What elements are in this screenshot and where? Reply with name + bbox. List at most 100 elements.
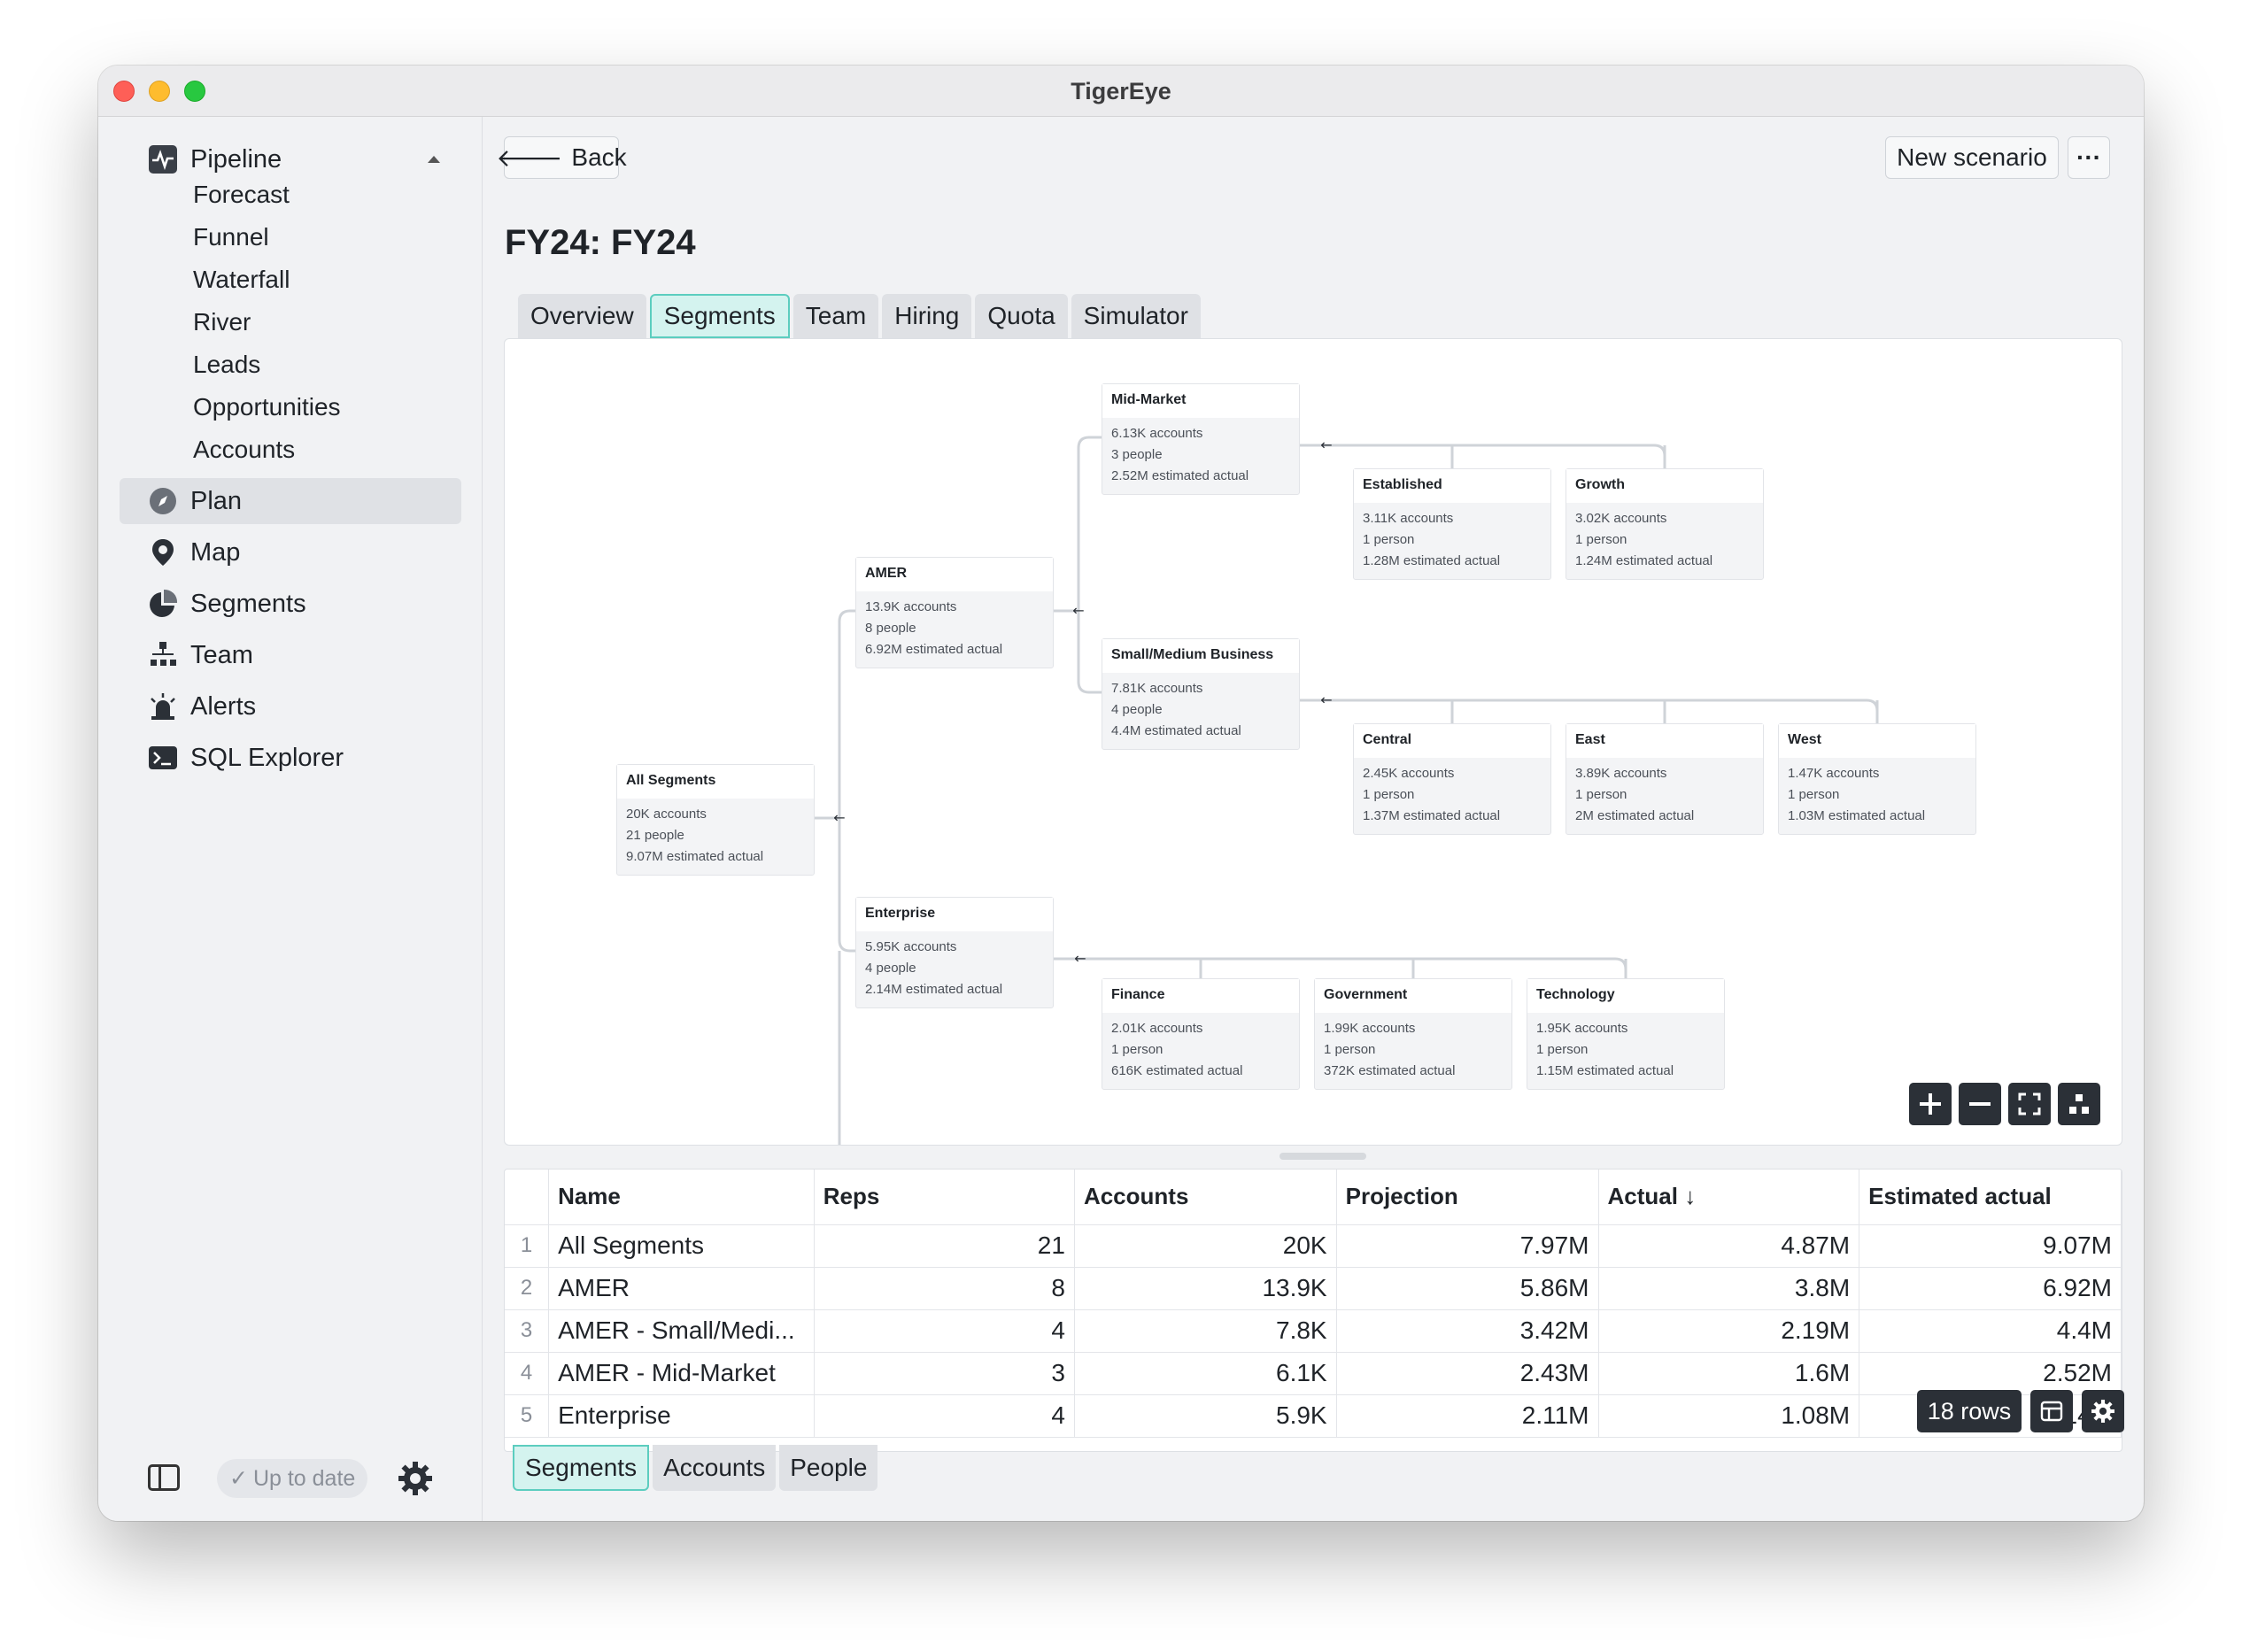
sidebar-subitem-river[interactable]: River — [193, 308, 251, 336]
tree-node-estimate: 2.52M estimated actual — [1111, 468, 1249, 483]
column-header-actual[interactable]: Actual ↓ — [1598, 1170, 1860, 1225]
tree-node-title: West — [1779, 724, 1975, 758]
toggle-sidebar-icon[interactable] — [148, 1464, 180, 1491]
column-header-projection[interactable]: Projection — [1336, 1170, 1599, 1225]
cell-accounts: 6.1K — [1074, 1352, 1337, 1395]
new-scenario-button[interactable]: New scenario — [1885, 136, 2059, 179]
table-row[interactable]: 4 AMER - Mid-Market 3 6.1K 2.43M 1.6M 2.52M — [505, 1352, 2122, 1395]
column-header-accounts[interactable]: Accounts — [1074, 1170, 1337, 1225]
collapse-toggle-amer-icon[interactable]: ← — [1072, 602, 1084, 619]
sidebar-item-label: Team — [190, 640, 253, 669]
tree-node-accounts: 2.01K accounts — [1111, 1021, 1203, 1036]
tree-node-midmarket[interactable]: Mid-Market 6.13K accounts 3 people 2.52M es… — [1102, 383, 1300, 495]
column-header-estimated-actual[interactable]: Estimated actual — [1859, 1170, 2122, 1225]
cell-actual: 2.19M — [1598, 1309, 1860, 1353]
tree-node-people: 4 people — [1111, 702, 1163, 717]
auto-layout-button[interactable] — [2058, 1083, 2100, 1125]
collapse-toggle-enterprise-icon[interactable]: ← — [1074, 950, 1086, 967]
table-row[interactable]: 2 AMER 8 13.9K 5.86M 3.8M 6.92M — [505, 1267, 2122, 1310]
table-row[interactable]: 3 AMER - Small/Medi... 4 7.8K 3.42M 2.19M 4.4M — [505, 1309, 2122, 1353]
cell-accounts: 7.8K — [1074, 1309, 1337, 1353]
back-button[interactable]: 🡐 Back — [496, 136, 627, 179]
plan-tabs: Overview Segments Team Hiring Quota Simu… — [518, 294, 1201, 338]
tree-node-estimate: 4.4M estimated actual — [1111, 723, 1241, 738]
tab-segments[interactable]: Segments — [649, 294, 790, 338]
zoom-in-button[interactable] — [1909, 1083, 1952, 1125]
tree-node-finance[interactable]: Finance 2.01K accounts 1 person 616K estima… — [1102, 978, 1300, 1090]
back-button-label: Back — [571, 143, 627, 171]
tree-node-technology[interactable]: Technology 1.95K accounts 1 person 1.15M es… — [1527, 978, 1725, 1090]
bottom-tab-accounts[interactable]: Accounts — [653, 1445, 777, 1491]
tree-node-stats: 1.99K accounts 1 person 372K estimated act… — [1315, 1013, 1511, 1089]
zoom-window-button[interactable] — [184, 81, 205, 102]
sidebar-subitem-waterfall[interactable]: Waterfall — [193, 266, 290, 293]
more-options-button[interactable]: ··· — [2068, 136, 2110, 179]
tab-quota[interactable]: Quota — [975, 294, 1068, 338]
cell-reps: 3 — [814, 1352, 1075, 1395]
cell-accounts: 5.9K — [1074, 1394, 1337, 1438]
sidebar-item-sql-explorer[interactable]: SQL Explorer — [120, 735, 461, 781]
fullscreen-icon — [2018, 1092, 2041, 1115]
tree-node-estimate: 1.24M estimated actual — [1575, 553, 1713, 568]
tree-node-estimate: 1.15M estimated actual — [1536, 1063, 1674, 1078]
collapse-toggle-all-icon[interactable]: ← — [833, 809, 845, 826]
map-pin-icon — [146, 536, 180, 569]
sidebar-subitem-opportunities[interactable]: Opportunities — [193, 393, 341, 421]
tree-node-west[interactable]: West 1.47K accounts 1 person 1.03M estimate… — [1778, 723, 1976, 835]
zoom-out-button[interactable] — [1959, 1083, 2001, 1125]
resize-handle[interactable] — [1279, 1153, 1366, 1160]
minimize-window-button[interactable] — [149, 81, 170, 102]
tree-node-government[interactable]: Government 1.99K accounts 1 person 372K est… — [1314, 978, 1512, 1090]
collapse-toggle-midmarket-icon[interactable]: ← — [1320, 436, 1332, 453]
sidebar-item-team[interactable]: Team — [120, 632, 461, 678]
sidebar-subitem-accounts[interactable]: Accounts — [193, 436, 296, 463]
sidebar-item-plan[interactable]: Plan — [120, 478, 461, 524]
collapse-caret-icon[interactable] — [428, 156, 440, 163]
sidebar-item-label: Map — [190, 537, 241, 567]
tree-node-people: 1 person — [1575, 532, 1627, 547]
close-window-button[interactable] — [113, 81, 135, 102]
table-row[interactable]: 1 All Segments 21 20K 7.97M 4.87M 9.07M — [505, 1224, 2122, 1268]
collapse-toggle-smb-icon[interactable]: ← — [1320, 691, 1332, 708]
segment-tree-canvas[interactable]: ← ← ← ← ← All Segments 20K accounts 21 people 9… — [504, 338, 2122, 1146]
sidebar-item-pipeline[interactable]: Pipeline — [120, 136, 461, 182]
sidebar-item-alerts[interactable]: Alerts — [120, 683, 461, 730]
tab-overview[interactable]: Overview — [518, 294, 646, 338]
tree-node-enterprise[interactable]: Enterprise 5.95K accounts 4 people 2.14M es… — [855, 897, 1054, 1008]
tab-team[interactable]: Team — [792, 294, 879, 338]
connector-amer-midmarket — [1077, 436, 1102, 611]
tree-node-central[interactable]: Central 2.45K accounts 1 person 1.37M estim… — [1353, 723, 1551, 835]
sidebar-item-segments[interactable]: Segments — [120, 581, 461, 627]
sidebar-item-map[interactable]: Map — [120, 529, 461, 575]
column-header-reps[interactable]: Reps — [814, 1170, 1075, 1225]
fit-view-button[interactable] — [2008, 1083, 2051, 1125]
cell-name: All Segments — [548, 1224, 815, 1268]
tree-node-established[interactable]: Established 3.11K accounts 1 person 1.28M e… — [1353, 468, 1551, 580]
tab-hiring[interactable]: Hiring — [882, 294, 972, 338]
table-view-button[interactable] — [2030, 1390, 2073, 1432]
sidebar-subitem-funnel[interactable]: Funnel — [193, 223, 269, 251]
tree-node-accounts: 1.47K accounts — [1788, 766, 1880, 781]
tree-node-east[interactable]: East 3.89K accounts 1 person 2M estimated a… — [1566, 723, 1764, 835]
sidebar-subitem-forecast[interactable]: Forecast — [193, 181, 290, 208]
settings-gear-icon[interactable] — [396, 1459, 435, 1498]
title-bar: TigerEye — [98, 66, 2144, 117]
cell-projection: 7.97M — [1336, 1224, 1599, 1268]
tree-node-title: Mid-Market — [1102, 384, 1299, 418]
table-row[interactable]: 5 Enterprise 4 5.9K 2.11M 1.08M 2.14M — [505, 1394, 2122, 1438]
tree-node-smb[interactable]: Small/Medium Business 7.81K accounts 4 peo… — [1102, 638, 1300, 750]
tree-node-title: Growth — [1566, 469, 1763, 503]
sidebar-item-label: Alerts — [190, 691, 257, 721]
column-header-name[interactable]: Name — [548, 1170, 815, 1225]
tree-node-stats: 2.45K accounts 1 person 1.37M estimated ac… — [1354, 758, 1550, 834]
tab-simulator[interactable]: Simulator — [1071, 294, 1201, 338]
tree-node-growth[interactable]: Growth 3.02K accounts 1 person 1.24M estima… — [1566, 468, 1764, 580]
cell-estimated-actual: 9.07M — [1859, 1224, 2122, 1268]
tree-node-amer[interactable]: AMER 13.9K accounts 8 people 6.92M estimate… — [855, 557, 1054, 668]
bottom-tab-segments[interactable]: Segments — [513, 1445, 650, 1491]
connector-midmarket-rail — [1326, 444, 1666, 468]
table-settings-button[interactable] — [2082, 1390, 2124, 1432]
sidebar-subitem-leads[interactable]: Leads — [193, 351, 261, 378]
bottom-tab-people[interactable]: People — [779, 1445, 878, 1491]
tree-node-all[interactable]: All Segments 20K accounts 21 people 9.07M e… — [616, 764, 815, 876]
